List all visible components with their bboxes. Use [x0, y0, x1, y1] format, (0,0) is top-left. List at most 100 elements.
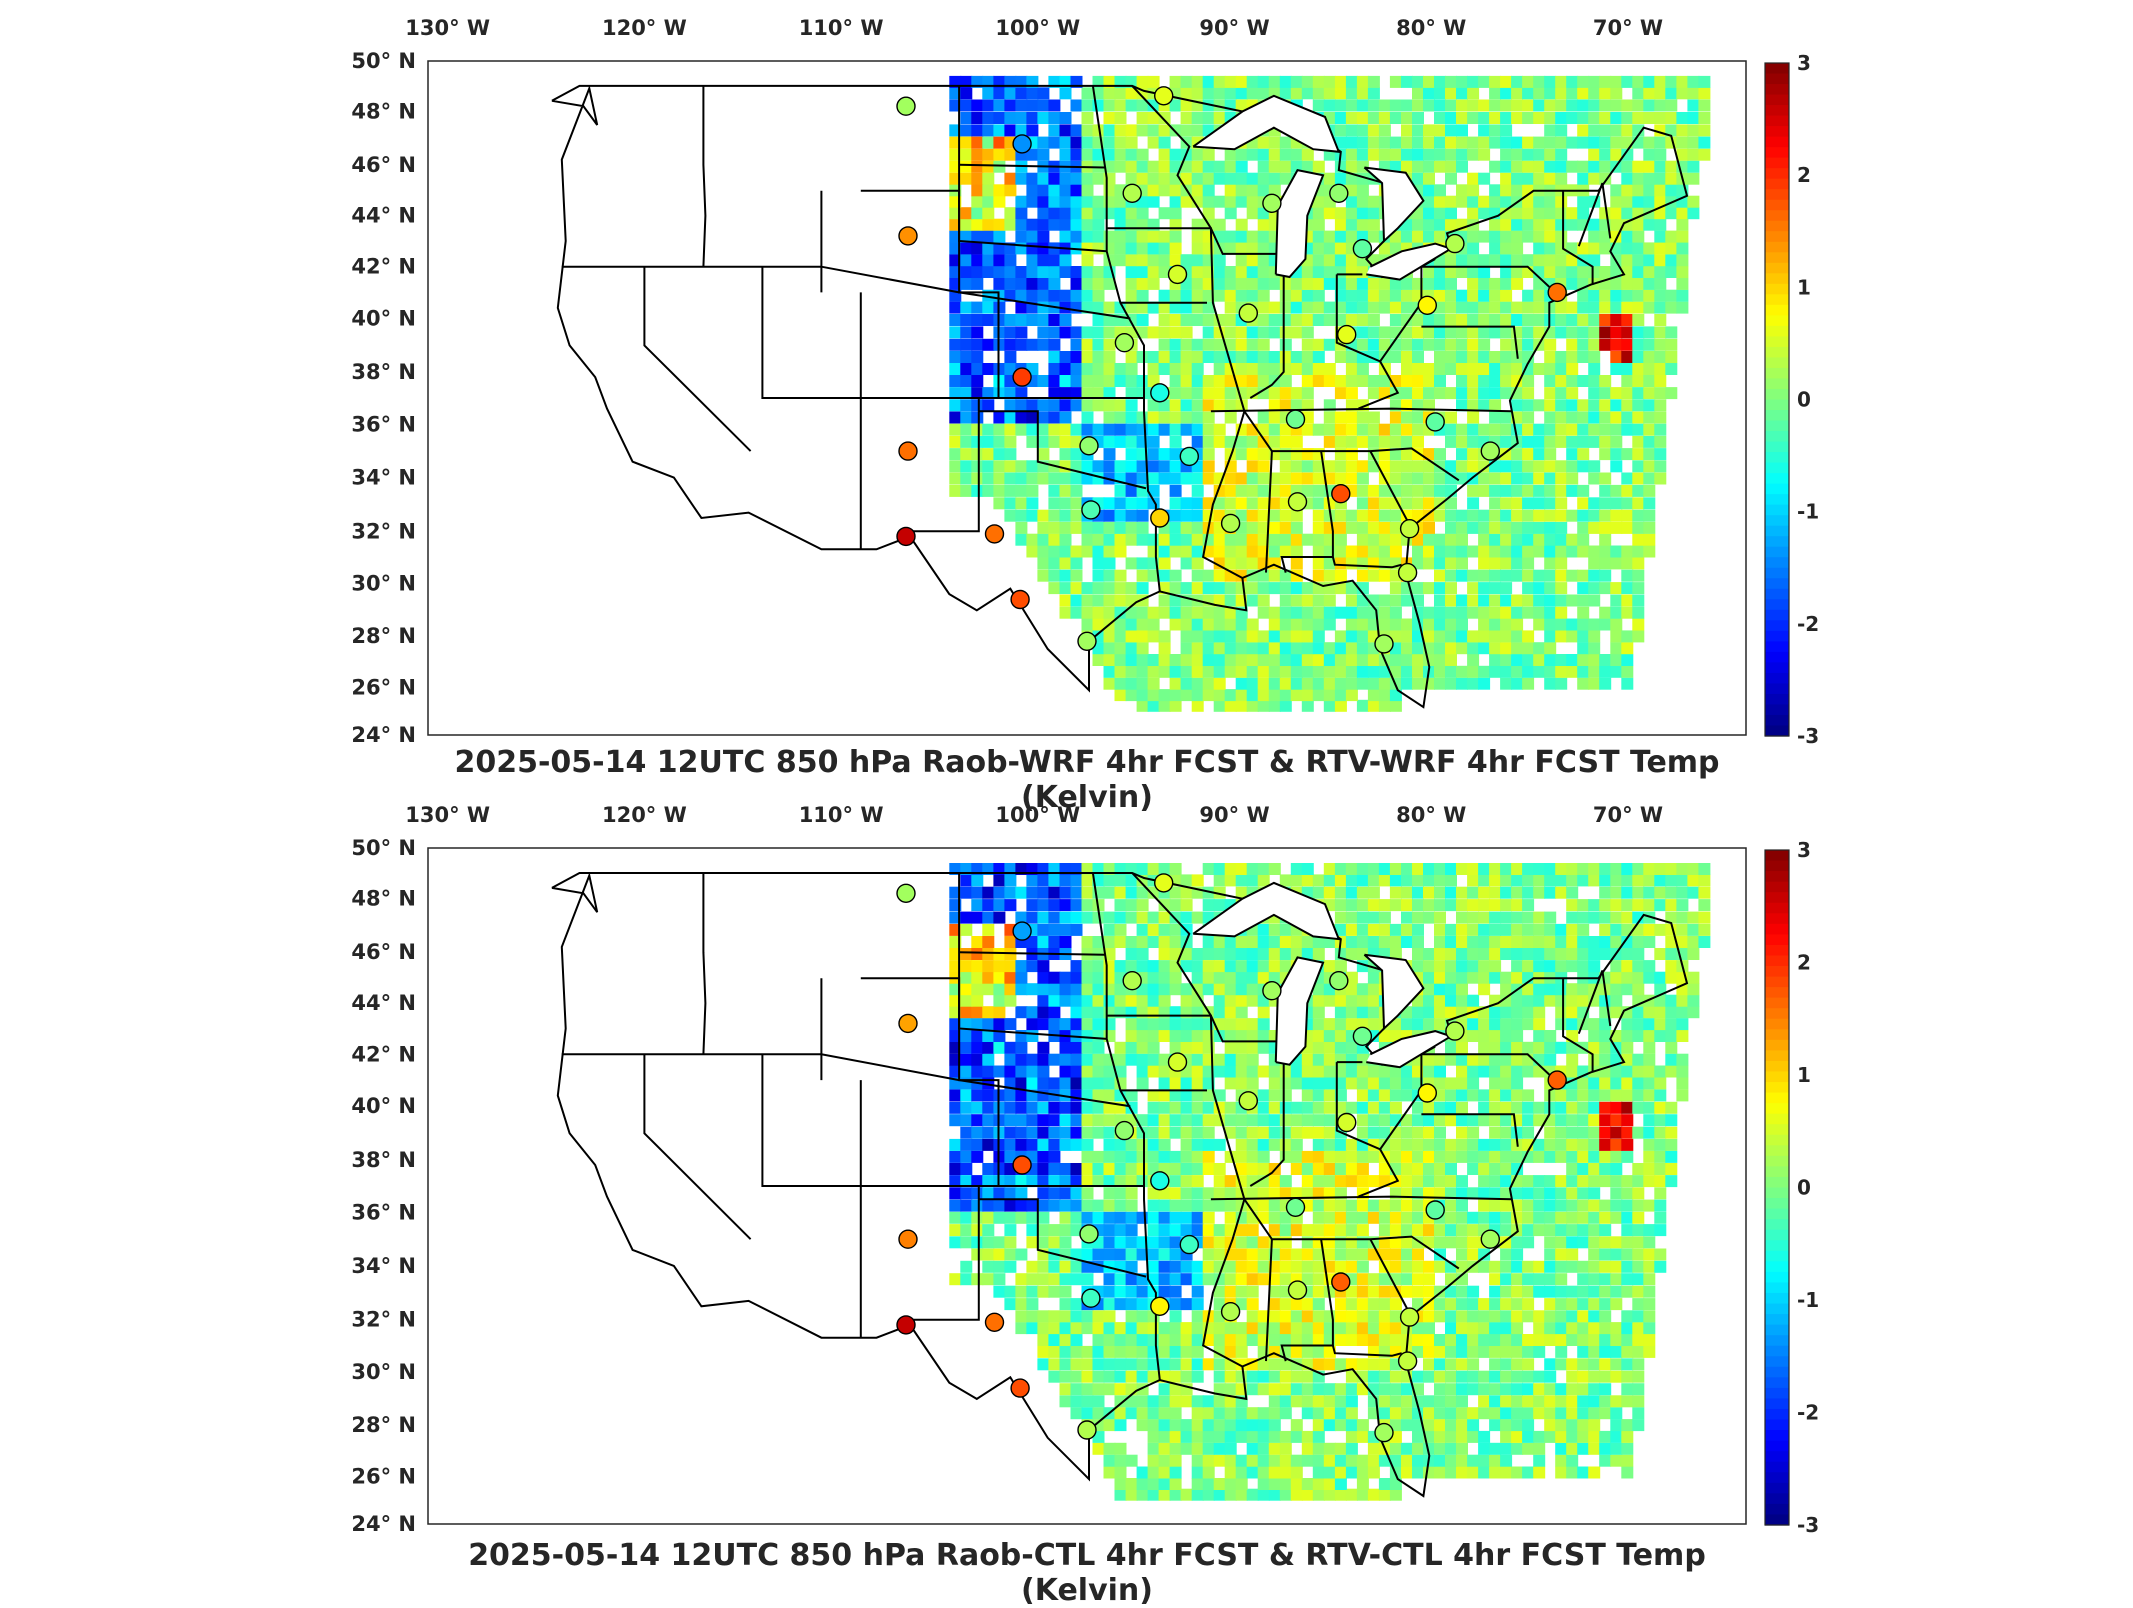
- field-cell: [1676, 1089, 1688, 1101]
- field-cell: [1313, 522, 1325, 534]
- field-cell: [1313, 1419, 1325, 1431]
- field-cell: [1126, 1407, 1138, 1419]
- field-cell: [971, 231, 983, 243]
- field-cell: [1533, 497, 1545, 509]
- field-cell: [1159, 149, 1171, 161]
- field-cell: [1236, 1139, 1248, 1151]
- field-cell: [1071, 339, 1083, 351]
- field-cell: [1368, 314, 1380, 326]
- field-cell: [1015, 1127, 1027, 1139]
- field-cell: [971, 326, 983, 338]
- field-cell: [1489, 1127, 1501, 1139]
- field-cell: [1126, 534, 1138, 546]
- field-cell: [1247, 375, 1259, 387]
- field-cell: [1467, 1066, 1479, 1078]
- field-cell: [1544, 112, 1556, 124]
- field-cell: [1192, 76, 1204, 88]
- field-cell: [1467, 448, 1479, 460]
- temperature-difference-field: [949, 863, 1710, 1501]
- field-cell: [1004, 351, 1016, 363]
- field-cell: [1104, 557, 1116, 569]
- field-cell: [1478, 534, 1490, 546]
- field-cell: [1478, 207, 1490, 219]
- field-cell: [1588, 1419, 1600, 1431]
- field-cell: [1577, 351, 1589, 363]
- field-cell: [1467, 76, 1479, 88]
- field-cell: [1346, 1489, 1358, 1501]
- field-cell: [1291, 149, 1303, 161]
- field-cell: [1346, 1261, 1358, 1273]
- field-cell: [1115, 242, 1127, 254]
- field-cell: [1632, 630, 1644, 642]
- field-cell: [1544, 1322, 1556, 1334]
- field-cell: [1643, 1151, 1655, 1163]
- colorbar-swatch: [1765, 484, 1789, 495]
- field-cell: [1412, 497, 1424, 509]
- field-cell: [1104, 1127, 1116, 1139]
- field-cell: [1588, 1200, 1600, 1212]
- field-cell: [1368, 1077, 1380, 1089]
- field-cell: [1181, 339, 1193, 351]
- field-cell: [949, 1151, 961, 1163]
- field-cell: [1555, 619, 1567, 631]
- field-cell: [1643, 460, 1655, 472]
- field-cell: [1500, 582, 1512, 594]
- field-cell: [1577, 100, 1589, 112]
- field-cell: [1379, 1489, 1391, 1501]
- field-cell: [1093, 1249, 1105, 1261]
- field-cell: [1390, 1077, 1402, 1089]
- field-cell: [1643, 196, 1655, 208]
- field-cell: [1214, 1478, 1226, 1490]
- field-cell: [1445, 1077, 1457, 1089]
- field-cell: [1280, 375, 1292, 387]
- field-cell: [1522, 1298, 1534, 1310]
- field-cell: [1148, 1419, 1160, 1431]
- field-cell: [1632, 290, 1644, 302]
- field-cell: [1401, 666, 1413, 678]
- field-cell: [1335, 100, 1347, 112]
- field-cell: [1533, 231, 1545, 243]
- field-cell: [1082, 1395, 1094, 1407]
- field-cell: [1170, 1478, 1182, 1490]
- field-cell: [1533, 219, 1545, 231]
- field-cell: [1236, 642, 1248, 654]
- field-cell: [1115, 1358, 1127, 1370]
- field-cell: [1456, 678, 1468, 690]
- field-cell: [1093, 607, 1105, 619]
- field-cell: [1533, 582, 1545, 594]
- field-cell: [1060, 1066, 1072, 1078]
- field-cell: [1313, 654, 1325, 666]
- field-cell: [1170, 534, 1182, 546]
- field-cell: [1599, 1431, 1611, 1443]
- field-cell: [1192, 1455, 1204, 1467]
- field-cell: [1335, 1407, 1347, 1419]
- field-cell: [1015, 278, 1027, 290]
- field-cell: [1071, 510, 1083, 522]
- field-cell: [1643, 497, 1655, 509]
- field-cell: [1379, 678, 1391, 690]
- field-cell: [1170, 424, 1182, 436]
- field-cell: [1004, 173, 1016, 185]
- field-cell: [1170, 1200, 1182, 1212]
- field-cell: [1390, 424, 1402, 436]
- field-cell: [1026, 424, 1038, 436]
- field-cell: [1115, 1334, 1127, 1346]
- field-cell: [1269, 654, 1281, 666]
- field-cell: [1467, 1346, 1479, 1358]
- field-cell: [1269, 1114, 1281, 1126]
- field-cell: [1390, 534, 1402, 546]
- field-cell: [1379, 1407, 1391, 1419]
- field-cell: [1500, 242, 1512, 254]
- field-cell: [1192, 642, 1204, 654]
- field-cell: [1126, 424, 1138, 436]
- field-cell: [1203, 161, 1215, 173]
- field-cell: [1500, 363, 1512, 375]
- field-cell: [1412, 1224, 1424, 1236]
- field-cell: [1170, 1151, 1182, 1163]
- field-cell: [1566, 1102, 1578, 1114]
- field-cell: [1015, 534, 1027, 546]
- field-cell: [1115, 666, 1127, 678]
- field-cell: [1456, 1236, 1468, 1248]
- field-cell: [1203, 196, 1215, 208]
- field-cell: [1060, 1077, 1072, 1089]
